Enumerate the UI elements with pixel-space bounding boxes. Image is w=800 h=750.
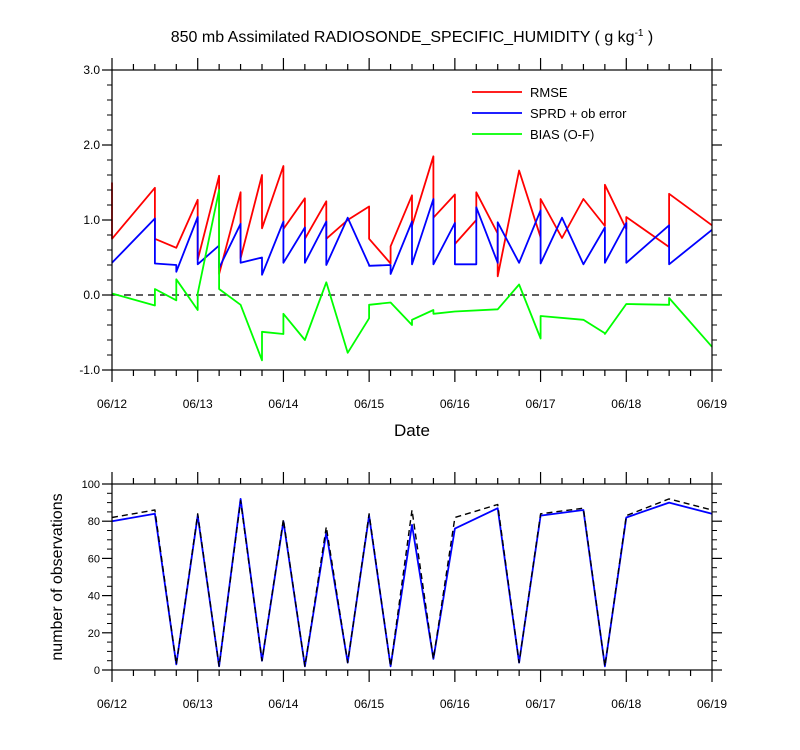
- y-tick-label: 0: [94, 665, 100, 677]
- x-tick-label: 06/19: [697, 397, 727, 411]
- legend-label: SPRD + ob error: [530, 106, 627, 121]
- x-tick-label: 06/15: [354, 397, 384, 411]
- x-tick-label: 06/16: [440, 397, 470, 411]
- x-tick-label: 06/14: [268, 397, 298, 411]
- legend: RMSE SPRD + ob error BIAS (O-F): [472, 85, 627, 142]
- x-tick-label: 06/19: [697, 697, 727, 711]
- x-tick-label: 06/12: [97, 697, 127, 711]
- x-tick-label: 06/15: [354, 697, 384, 711]
- x-tick-label: 06/16: [440, 697, 470, 711]
- top-chart-panel: 850 mb Assimilated RADIOSONDE_SPECIFIC_H…: [79, 28, 727, 440]
- series-line-assimilated: [111, 497, 713, 668]
- y-tick-label: 20: [88, 628, 100, 640]
- legend-label: BIAS (O-F): [530, 127, 594, 142]
- x-tick-label: 06/13: [183, 697, 213, 711]
- x-tick-label: 06/17: [526, 397, 556, 411]
- series-line-possible: [111, 498, 713, 667]
- x-tick-label: 06/18: [611, 397, 641, 411]
- y-tick-label: 100: [82, 479, 100, 491]
- y-tick-label: 3.0: [83, 63, 100, 77]
- y-tick-label: 0.0: [83, 288, 100, 302]
- y-axis-label: number of observations: [49, 493, 66, 660]
- x-tick-label: 06/17: [526, 697, 556, 711]
- y-tick-label: 1.0: [83, 213, 100, 227]
- x-tick-label: 06/14: [268, 697, 298, 711]
- bottom-chart-panel: 06/12 06/13 06/14 06/15 06/16 06/17 06/18 06/19…: [49, 472, 727, 711]
- legend-label: RMSE: [530, 85, 568, 100]
- y-tick-label: 40: [88, 591, 100, 603]
- y-tick-label: 80: [88, 516, 100, 528]
- x-tick-label: 06/12: [97, 397, 127, 411]
- chart-title: 850 mb Assimilated RADIOSONDE_SPECIFIC_H…: [171, 28, 654, 46]
- y-tick-label: -1.0: [79, 363, 100, 377]
- x-tick-label: 06/18: [611, 697, 641, 711]
- top-plot-frame: [111, 69, 713, 371]
- y-tick-label: 2.0: [83, 138, 100, 152]
- series-line-bias-o-f: [111, 189, 713, 362]
- x-tick-label: 06/13: [183, 397, 213, 411]
- y-tick-label: 60: [88, 553, 100, 565]
- x-axis-label: Date: [394, 421, 430, 440]
- bottom-plot-frame: [111, 483, 713, 671]
